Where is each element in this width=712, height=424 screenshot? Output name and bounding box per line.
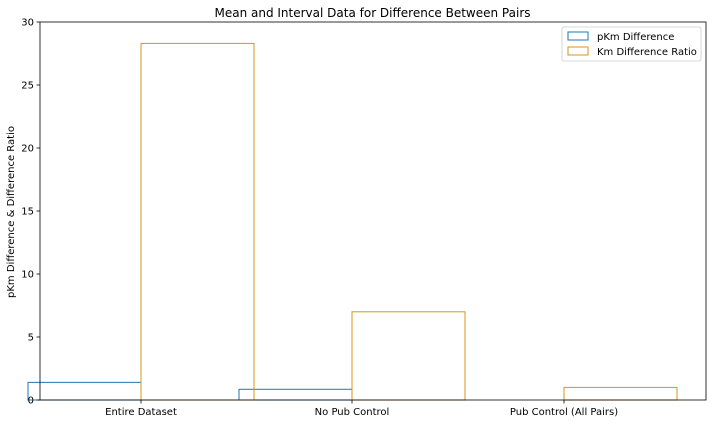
x-tick-label: Entire Dataset <box>105 407 177 418</box>
y-tick-label: 25 <box>21 81 34 92</box>
legend-swatch <box>567 31 589 41</box>
x-tick-label: Pub Control (All Pairs) <box>510 407 618 418</box>
y-tick-label: 20 <box>21 144 34 155</box>
bar-km-difference-ratio-0 <box>140 42 255 401</box>
x-tick-label: No Pub Control <box>315 407 390 418</box>
y-tick-label: 0 <box>28 396 34 407</box>
y-axis-label: pKm Difference & Difference Ratio <box>6 126 17 298</box>
bar-pkm-difference-0 <box>27 381 142 401</box>
bar-km-difference-ratio-2 <box>563 386 678 401</box>
legend-box <box>561 26 702 62</box>
legend-swatch <box>567 46 589 56</box>
legend-label: Km Difference Ratio <box>597 47 697 58</box>
y-tick-label: 5 <box>28 333 34 344</box>
bars-group <box>27 42 678 401</box>
bar-km-difference-ratio-1 <box>351 311 466 401</box>
ticks-group: 0 5 10 15 20 25 30 Entire Dataset No Pub Control… <box>21 18 618 419</box>
plot-frame <box>39 21 707 401</box>
legend-label: pKm Difference <box>597 32 674 43</box>
y-tick-label: 15 <box>21 207 34 218</box>
y-tick-label: 30 <box>21 18 34 29</box>
axes-group <box>39 21 707 401</box>
bar-pkm-difference-1 <box>238 388 353 401</box>
y-tick-label: 10 <box>21 270 34 281</box>
chart-title: Mean and Interval Data for Difference Be… <box>214 6 530 20</box>
legend: pKm Difference Km Difference Ratio <box>561 26 702 62</box>
